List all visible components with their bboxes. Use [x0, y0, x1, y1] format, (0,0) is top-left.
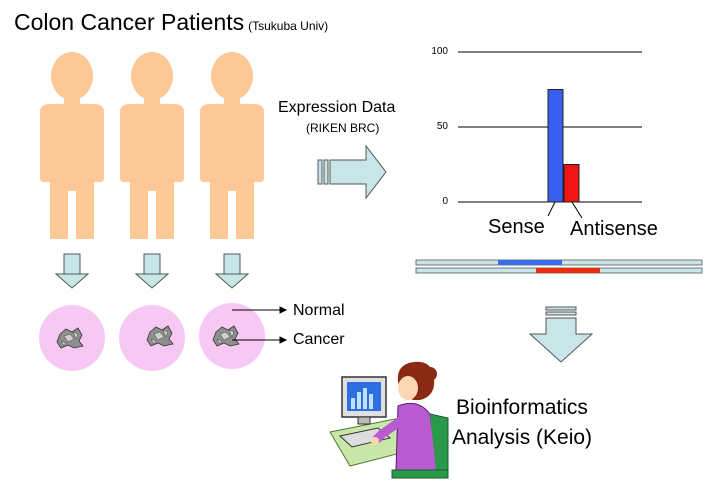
- page-title: Colon Cancer Patients (Tsukuba Univ): [14, 9, 328, 36]
- expression-chart: [458, 51, 642, 219]
- researcher-face: [398, 376, 418, 400]
- patient-2-figure: [120, 52, 184, 239]
- down-arrow-2: [135, 253, 169, 289]
- bar-antisense: [563, 164, 580, 203]
- patient-3-figure: [200, 52, 264, 239]
- analysis-line-2: Analysis (Keio): [452, 426, 593, 449]
- sense-region: [498, 260, 562, 265]
- researcher-shirt: [395, 402, 439, 471]
- analysis-down-arrow-icon: [528, 306, 594, 363]
- leader-line-0: [547, 201, 556, 217]
- tissue-pointers: [232, 306, 288, 344]
- cancer-label: Cancer: [293, 331, 345, 348]
- title-sub: (Tsukuba Univ): [248, 19, 329, 33]
- leader-line-1: [571, 201, 583, 219]
- tissue-samples: [39, 303, 265, 371]
- y-tick-100: 100: [431, 46, 448, 57]
- expression-label: Expression Data: [278, 99, 396, 116]
- bar-label-sense: Sense: [488, 216, 545, 238]
- patient-1-figure: [40, 52, 104, 239]
- researcher-computer-illustration: [329, 361, 449, 479]
- down-arrow-1: [55, 253, 89, 289]
- down-arrows: [55, 253, 249, 289]
- normal-label: Normal: [293, 302, 345, 319]
- analysis-line-1: Bioinformatics: [456, 396, 588, 419]
- down-arrow-3: [215, 253, 249, 289]
- right-arrow-icon: [317, 144, 387, 200]
- patients-group: [40, 52, 264, 239]
- antisense-region: [536, 268, 600, 273]
- cancer-arrowhead: [279, 336, 288, 344]
- expression-source: (RIKEN BRC): [306, 121, 380, 135]
- bar-sense: [547, 89, 564, 203]
- normal-arrowhead: [279, 306, 288, 314]
- y-tick-0: 0: [442, 196, 448, 207]
- sequence-tracks: [415, 259, 703, 274]
- y-tick-50: 50: [436, 121, 448, 132]
- bar-label-antisense: Antisense: [570, 218, 658, 240]
- title-main: Colon Cancer Patients: [14, 9, 245, 35]
